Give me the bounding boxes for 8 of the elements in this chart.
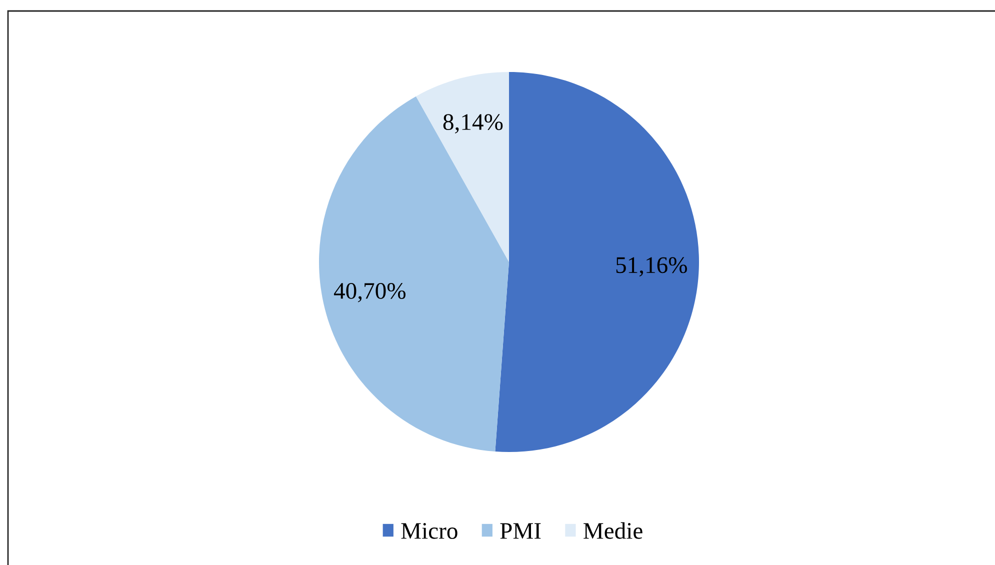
legend-label: PMI [500, 523, 541, 539]
legend-label: Micro [401, 523, 458, 539]
data-label: 51,16% [616, 257, 687, 276]
legend-label: Medie [584, 522, 642, 539]
data-label: 40,70% [334, 282, 406, 302]
pie-slice [319, 96, 509, 452]
data-label: 8,14% [443, 114, 503, 134]
pie-slice [416, 72, 509, 262]
